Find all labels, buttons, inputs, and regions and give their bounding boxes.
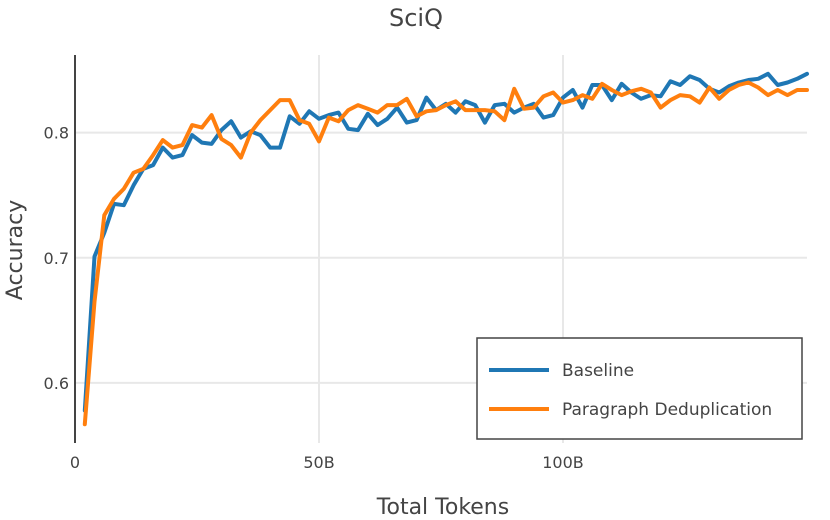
y-tick-label-2: 0.8 <box>44 124 69 143</box>
legend-label-paragraph-deduplication: Paragraph Deduplication <box>562 400 772 420</box>
legend: Baseline Paragraph Deduplication <box>476 337 803 440</box>
legend-box <box>476 337 803 440</box>
y-axis-label: Accuracy <box>3 200 28 300</box>
y-tick-label-1: 0.7 <box>44 249 69 268</box>
y-tick-label-0: 0.6 <box>44 374 69 393</box>
series-lines <box>82 71 809 427</box>
x-axis-label: Total Tokens <box>376 495 509 520</box>
legend-label-baseline: Baseline <box>562 361 634 381</box>
x-tick-label-2: 100B <box>542 453 584 472</box>
x-tick-label-0: 0 <box>70 453 80 472</box>
x-tick-label-1: 50B <box>303 453 334 472</box>
series-line-paragraph-deduplication <box>82 80 809 427</box>
chart-title: SciQ <box>389 4 443 32</box>
tick-labels: 0.6 0.7 0.8 0 50B 100B <box>44 124 584 472</box>
